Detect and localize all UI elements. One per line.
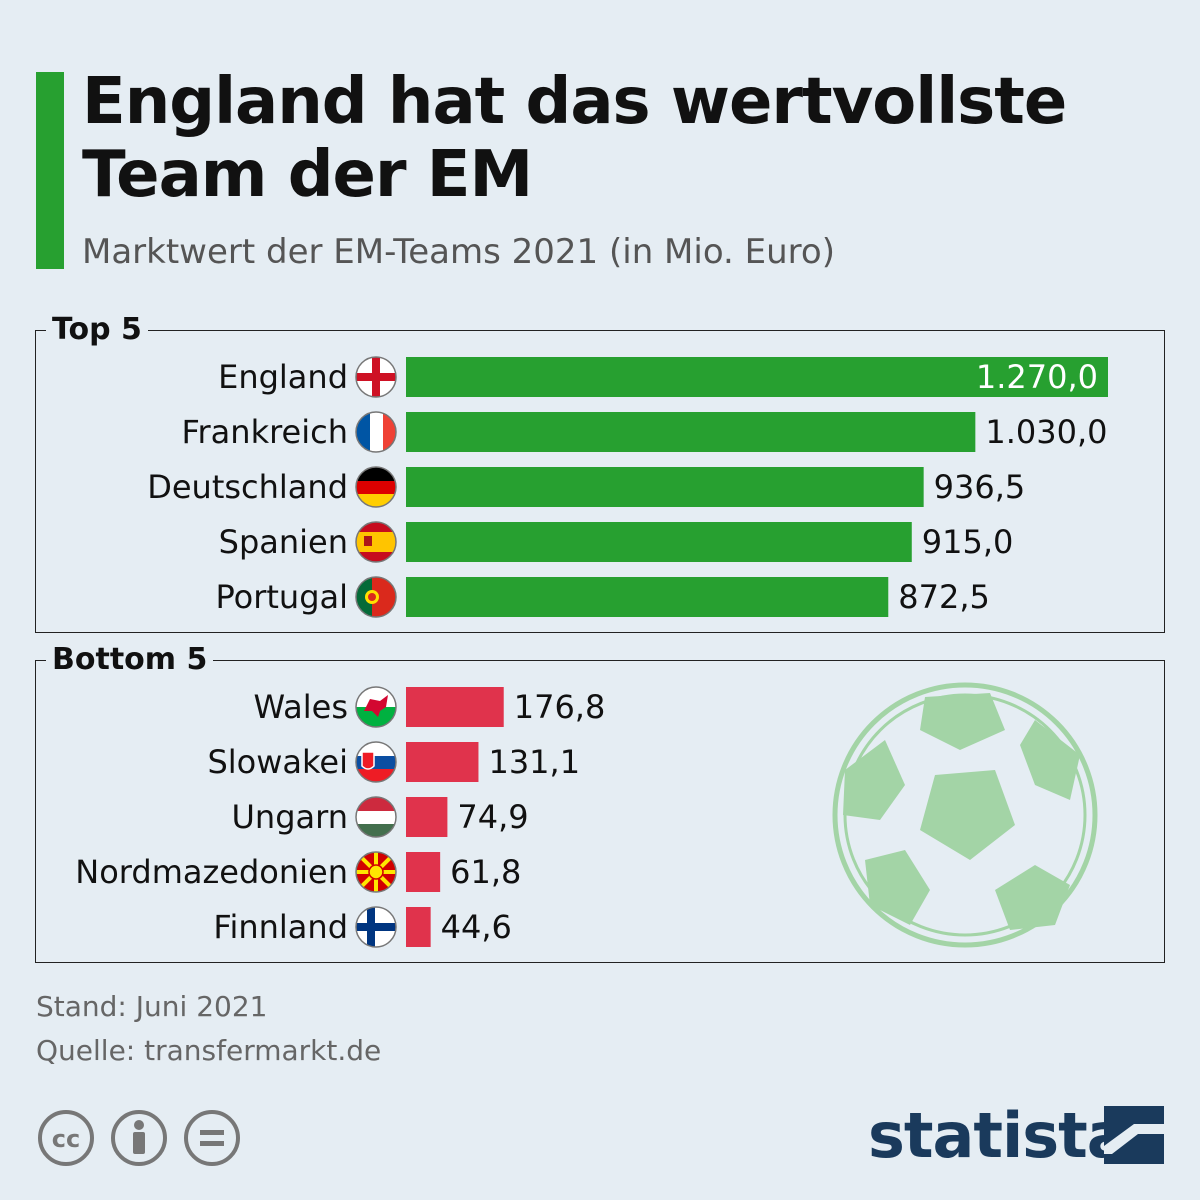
finland-flag-icon	[355, 906, 397, 948]
bottom-5-panel: Bottom 5	[35, 641, 1165, 963]
value-label-england: 1.270,0	[976, 358, 1098, 396]
bar-nordmazedonien	[406, 852, 441, 892]
top-5-panel: Top 5	[35, 311, 1165, 633]
country-label-ungarn: Ungarn	[232, 798, 349, 836]
bar-portugal	[406, 577, 889, 617]
north-macedonia-flag-icon	[355, 851, 397, 893]
country-label-portugal: Portugal	[215, 578, 348, 616]
bottom-5-label: Bottom 5	[46, 641, 214, 679]
value-label-ungarn: 74,9	[457, 798, 528, 836]
country-label-spanien: Spanien	[219, 523, 348, 561]
country-label-finnland: Finnland	[213, 908, 348, 946]
country-label-nordmazedonien: Nordmazedonien	[75, 853, 348, 891]
bar-frankreich	[406, 412, 976, 452]
england-flag-icon	[355, 356, 397, 398]
license-icons: cc	[38, 1110, 240, 1166]
country-label-slowakei: Slowakei	[207, 743, 348, 781]
country-label-england: England	[218, 358, 348, 396]
value-label-finnland: 44,6	[441, 908, 512, 946]
value-label-slowakei: 131,1	[488, 743, 580, 781]
value-label-deutschland: 936,5	[934, 468, 1026, 506]
bar-ungarn	[406, 797, 448, 837]
value-label-portugal: 872,5	[898, 578, 990, 616]
portugal-flag-icon	[355, 576, 397, 618]
stand-note: Stand: Juni 2021	[36, 990, 268, 1023]
bar-wales	[406, 687, 504, 727]
svg-text:cc: cc	[52, 1125, 80, 1153]
country-label-deutschland: Deutschland	[147, 468, 348, 506]
value-label-spanien: 915,0	[922, 523, 1014, 561]
spain-flag-icon	[355, 521, 397, 563]
title-accent-bar	[36, 72, 64, 269]
bar-chart: England 1.270,0 Frankreich 1.030,0 Deutschla…	[75, 356, 1108, 948]
soccer-ball-icon	[832, 682, 1098, 948]
slovakia-flag-icon	[355, 741, 397, 783]
source-note: Quelle: transfermarkt.de	[36, 1034, 382, 1067]
bar-england	[406, 357, 1108, 397]
cc-icon[interactable]: cc	[38, 1110, 94, 1166]
france-flag-icon	[355, 411, 397, 453]
statista-logo: statista	[868, 1099, 1129, 1172]
hungary-flag-icon	[355, 796, 397, 838]
germany-flag-icon	[355, 466, 397, 508]
bar-finnland	[406, 907, 431, 947]
country-label-wales: Wales	[254, 688, 348, 726]
statista-logo-icon	[1104, 1106, 1164, 1164]
chart-subtitle: Marktwert der EM-Teams 2021 (in Mio. Eur…	[82, 232, 835, 272]
attribution-icon[interactable]	[111, 1110, 167, 1166]
bar-slowakei	[406, 742, 479, 782]
value-label-wales: 176,8	[514, 688, 606, 726]
no-derivatives-icon[interactable]	[184, 1110, 240, 1166]
wales-flag-icon	[355, 686, 397, 728]
top-5-label: Top 5	[46, 311, 148, 349]
bar-spanien	[406, 522, 912, 562]
value-label-nordmazedonien: 61,8	[450, 853, 521, 891]
value-label-frankreich: 1.030,0	[985, 413, 1107, 451]
bar-deutschland	[406, 467, 924, 507]
country-label-frankreich: Frankreich	[181, 413, 348, 451]
chart-title: England hat das wertvollste Team der EM	[82, 65, 1067, 212]
